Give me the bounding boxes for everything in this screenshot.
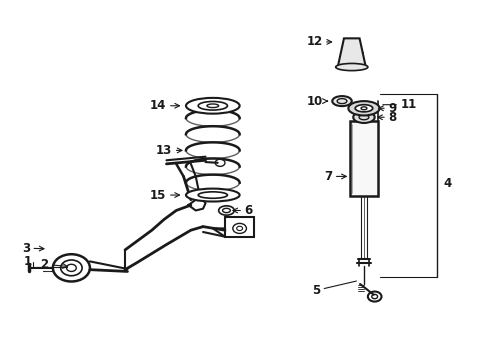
Ellipse shape [331,96,351,106]
Text: 6: 6 [232,204,252,217]
Text: 11: 11 [382,98,416,111]
Polygon shape [337,39,365,65]
Text: 1: 1 [23,255,31,268]
Ellipse shape [198,102,227,110]
Text: 10: 10 [305,95,326,108]
Ellipse shape [185,98,239,114]
Text: 4: 4 [443,177,451,190]
Text: 8: 8 [377,111,396,124]
Ellipse shape [198,192,227,198]
Text: 12: 12 [305,35,331,49]
Text: 15: 15 [150,189,179,202]
Ellipse shape [352,112,374,123]
Ellipse shape [347,101,379,116]
Text: 3: 3 [22,242,44,255]
Text: 9: 9 [378,102,396,115]
Text: 5: 5 [311,281,356,297]
Ellipse shape [218,206,234,215]
FancyBboxPatch shape [349,121,377,196]
Text: 2: 2 [41,258,67,271]
Text: 7: 7 [324,170,346,183]
Ellipse shape [185,189,239,202]
Ellipse shape [335,63,367,71]
Text: 14: 14 [150,99,179,112]
Ellipse shape [354,105,372,112]
Text: 13: 13 [156,144,182,157]
